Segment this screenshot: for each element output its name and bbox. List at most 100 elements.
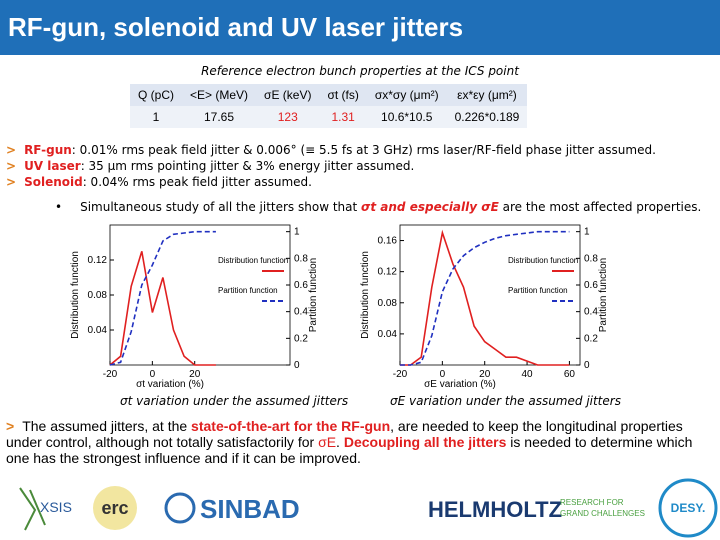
y2-tick-label: 0.8 [294,253,308,264]
x-tick-label: 20 [189,369,201,380]
text: σE [318,434,337,450]
bullet-text: : 0.01% rms peak field jitter & 0.006° (… [71,143,656,157]
bullet: > RF-gun: 0.01% rms peak field jitter & 0… [6,142,656,158]
header-cell: σE (keV) [256,84,320,106]
text: The assumed jitters, at the [22,418,192,434]
y-tick-label: 0.04 [378,329,398,340]
bullet-label: RF-gun [24,143,72,157]
bullet-label: UV laser [24,159,81,173]
y-tick-label: 0.08 [378,298,398,309]
y-axis-label: Distribution function [360,251,371,339]
text: Decoupling all the jitters [343,434,507,450]
logo: DESY. [671,501,706,515]
y2-tick-label: 0.8 [584,253,598,264]
erc-icon [93,486,137,530]
chart-caption: σt variation under the assumed jitters [120,394,349,408]
text: Simultaneous study of all the jitters sh… [80,200,362,214]
text: is needed to determine which one has the… [6,434,693,466]
x-tick-label: -20 [103,369,118,380]
header-cell: <E> (MeV) [182,84,257,106]
logo: RESEARCH FOR [560,498,624,507]
bullet-dot: • [55,200,63,214]
cell: 1.31 [319,106,367,128]
x-tick-label: 20 [479,369,491,380]
y2-axis-label: Partition function [308,258,319,333]
desy-icon [658,478,718,538]
cell: 123 [256,106,320,128]
table-caption: Reference electron bunch properties at t… [201,64,519,78]
y2-tick-label: 0 [294,360,300,371]
logo: XSIS [40,499,72,515]
table: Q (pC) <E> (MeV) σE (keV) σt (fs) σx*σy (μm²… [130,84,528,128]
bullet: > Solenoid: 0.04% rms peak field jitter a… [6,174,656,190]
y2-tick-label: 0 [584,360,590,371]
y-tick-label: 0.04 [88,325,108,336]
text: are the most affected properties. [498,200,702,214]
y2-tick-label: 0.6 [584,280,598,291]
header-row: Q (pC) <E> (MeV) σE (keV) σt (fs) σx*σy (μm²… [130,84,528,106]
header-cell: σx*σy (μm²) [366,84,447,106]
x-axis-label: σE variation (%) [424,379,496,390]
cell: 10.6*10.5 [366,106,447,128]
sinbad-icon [164,492,196,524]
header-cell: Q (pC) [130,84,182,106]
x-tick-label: 0 [440,369,446,380]
y-tick-label: 0.08 [88,290,108,301]
legend-label: Partition function [218,286,278,295]
legend-label: Distribution function [218,256,288,265]
arrow: > [6,175,17,189]
logo: erc [101,498,128,518]
series-line [109,251,216,366]
y2-tick-label: 0.4 [584,307,598,318]
y2-tick-label: 0.2 [584,333,598,344]
cell: 0.226*0.189 [446,106,528,128]
x-tick-label: 0 [150,369,156,380]
text: σt [361,200,377,214]
logo: SINBAD [200,494,300,524]
header-cell: σt (fs) [319,84,367,106]
chart-caption: σE variation under the assumed jitters [390,394,621,408]
series-line [400,230,570,366]
bullet-text: : 35 μm rms pointing jitter & 3% energy … [80,159,415,173]
sub-bullet: • Simultaneous study of all the jitters s… [55,200,701,214]
text: and especially σE [376,200,499,214]
arrow: > [6,159,17,173]
logo: GRAND CHALLENGES [560,509,645,518]
conclusion: > The assumed jitters, at the state-of-th… [6,418,712,466]
cell: 17.65 [182,106,257,128]
series-line [109,230,216,366]
y-tick-label: 0.12 [378,267,398,278]
arrow: > [6,418,15,434]
header-cell: εx*εy (μm²) [446,84,528,106]
x-tick-label: 60 [564,369,576,380]
cell: 1 [130,106,182,128]
y2-tick-label: 0.6 [294,280,308,291]
x-tick-label: 40 [521,369,533,380]
y-tick-label: 0.12 [88,255,108,266]
x-tick-label: -20 [393,369,408,380]
legend-label: Partition function [508,286,568,295]
text: . [336,434,344,450]
bullet-label: Solenoid [24,175,83,189]
bullets: > RF-gun: 0.01% rms peak field jitter & 0… [6,142,656,190]
slide-title: RF-gun, solenoid and UV laser jitters [0,0,720,55]
legend-label: Distribution function [508,256,578,265]
bullet: > UV laser: 35 μm rms pointing jitter & 3… [6,158,656,174]
y2-tick-label: 1 [294,227,300,238]
y-tick-label: 0.16 [378,236,398,247]
y2-axis-label: Partition function [598,258,609,333]
y-axis-label: Distribution function [70,251,81,339]
text: state-of-the-art for the RF-gun [191,418,391,434]
logo: HELMHOLTZ [428,497,562,522]
x-axis-label: σt variation (%) [136,379,204,390]
bullet-text: : 0.04% rms peak field jitter assumed. [82,175,312,189]
row: 1 17.65 123 1.31 10.6*10.5 0.226*0.189 [130,106,528,128]
y2-tick-label: 1 [584,227,590,238]
y2-tick-label: 0.2 [294,333,308,344]
series-line [400,229,570,366]
arrow: > [6,143,17,157]
y2-tick-label: 0.4 [294,307,308,318]
text: , are needed to keep the longitudinal pr… [6,418,683,450]
